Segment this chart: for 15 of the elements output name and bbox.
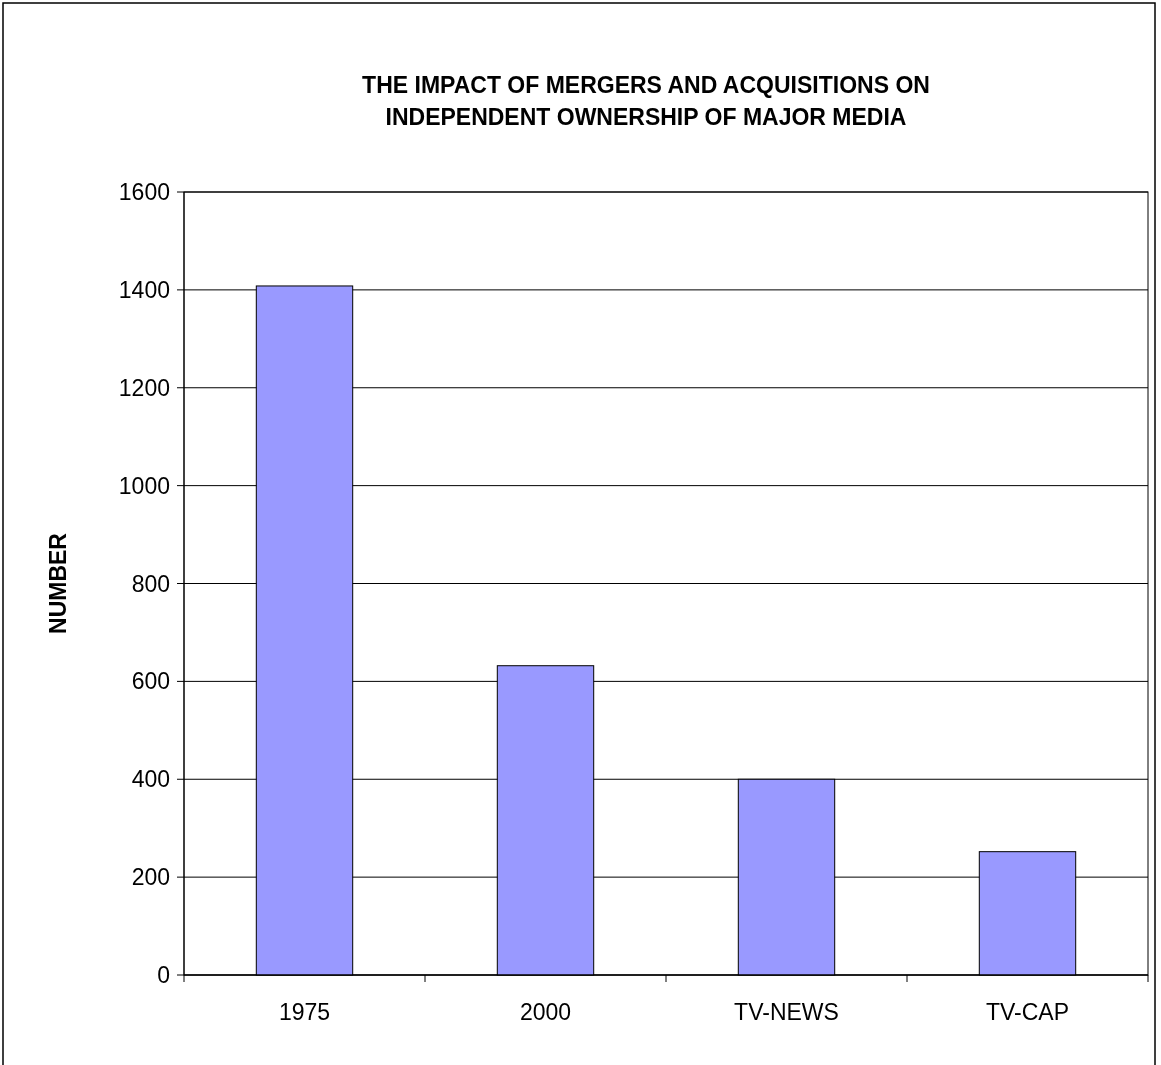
y-tick-label: 600 (131, 668, 170, 695)
chart-title: THE IMPACT OF MERGERS AND ACQUISITIONS ON INDEPENDENT OWNERSHIP OF MAJOR MEDIA (362, 72, 930, 130)
y-tick-label: 400 (131, 766, 170, 793)
x-tick-label: 2000 (519, 999, 572, 1025)
y-tick-label: 1000 (118, 472, 170, 499)
y-tick-label: 1200 (118, 374, 170, 401)
y-tick-label: 800 (131, 570, 170, 597)
x-tick-label: TV-CAP (985, 999, 1070, 1025)
y-tick-label: 1600 (118, 179, 170, 206)
x-tick-label: TV-NEWS (734, 999, 839, 1025)
y-tick-label: 0 (157, 962, 170, 989)
y-axis-title: NUMBER (45, 532, 71, 634)
x-tick-label: 1975 (278, 999, 331, 1025)
y-tick-label: 1400 (118, 276, 170, 303)
y-tick-label: 200 (131, 864, 170, 891)
